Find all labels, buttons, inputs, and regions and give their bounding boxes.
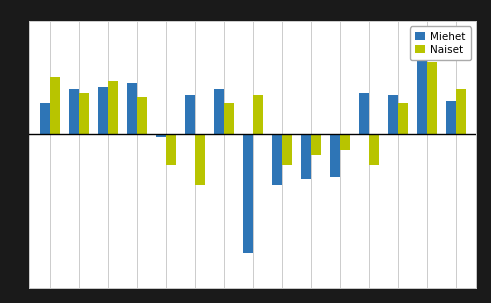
Bar: [156, 134, 166, 137]
Legend: Miehet, Naiset: Miehet, Naiset: [409, 26, 471, 60]
Bar: [243, 134, 253, 253]
Bar: [272, 134, 282, 185]
Bar: [137, 97, 147, 134]
Bar: [166, 134, 176, 165]
Bar: [311, 134, 321, 155]
Bar: [427, 62, 437, 134]
Bar: [369, 134, 379, 165]
Bar: [224, 103, 234, 134]
Bar: [398, 103, 408, 134]
Bar: [456, 89, 466, 134]
Bar: [330, 134, 340, 177]
Bar: [127, 83, 137, 134]
Bar: [417, 56, 427, 134]
Bar: [388, 95, 398, 134]
Bar: [446, 101, 456, 134]
Bar: [69, 89, 79, 134]
Bar: [282, 134, 292, 165]
Bar: [108, 81, 118, 134]
Bar: [300, 134, 311, 179]
Bar: [214, 89, 224, 134]
Bar: [340, 134, 350, 150]
Bar: [50, 77, 60, 134]
Bar: [185, 95, 195, 134]
Bar: [40, 103, 50, 134]
Bar: [359, 93, 369, 134]
Bar: [253, 95, 263, 134]
Bar: [195, 134, 205, 185]
Bar: [98, 87, 108, 134]
Bar: [79, 93, 89, 134]
